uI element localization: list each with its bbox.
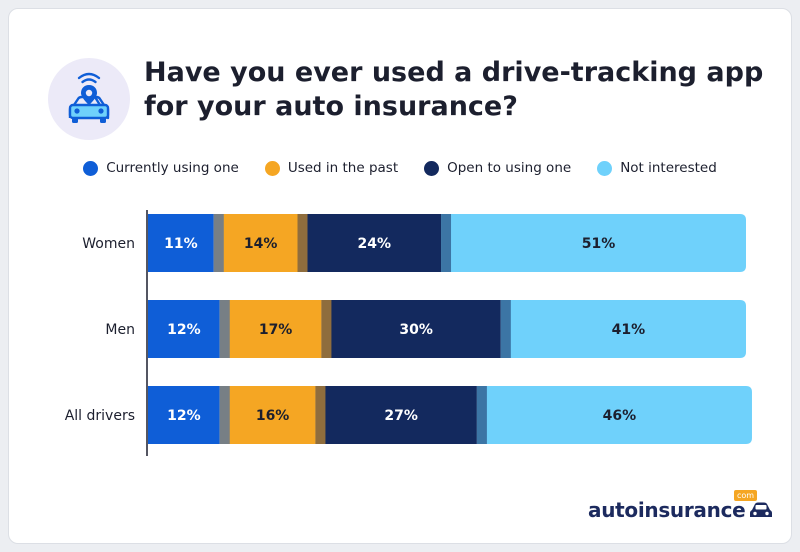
legend-label: Open to using one [447, 160, 572, 176]
data-label: 41% [612, 322, 646, 338]
bar-segment-transition [500, 300, 511, 358]
bar-segment-transition [219, 300, 230, 358]
legend-label: Not interested [620, 160, 717, 176]
legend-item-currently-using: Currently using one [83, 160, 239, 176]
data-label: 27% [384, 408, 418, 424]
legend-swatch [424, 160, 440, 176]
bar-segment [148, 386, 220, 444]
chart-title: Have you ever used a drive-tracking app … [144, 56, 784, 124]
legend-swatch [264, 160, 280, 176]
data-label: 46% [603, 408, 637, 424]
data-label: 16% [256, 408, 290, 424]
car-tracking-icon [48, 58, 130, 140]
bar-segment [148, 214, 214, 272]
bar-segment [476, 386, 752, 444]
bar-segment [213, 214, 298, 272]
data-label: 51% [582, 236, 616, 252]
data-label: 17% [259, 322, 293, 338]
legend-item-not-interested: Not interested [597, 160, 717, 176]
legend-swatch [597, 160, 613, 176]
bar-segment [148, 300, 220, 358]
bar-segment-transition [213, 214, 224, 272]
bar-segment [441, 214, 746, 272]
brand-name: autoinsurance [588, 498, 746, 522]
brand-logo: autoinsurance com [588, 490, 773, 522]
data-label: 24% [358, 236, 392, 252]
bar-segment [315, 386, 477, 444]
title-line-1: Have you ever used a drive-tracking app [144, 57, 764, 88]
data-label: 12% [167, 322, 201, 338]
category-label: Women [82, 236, 135, 252]
legend-label: Used in the past [287, 160, 399, 176]
bar-segment-transition [476, 386, 487, 444]
data-label: 12% [167, 408, 201, 424]
bar-segment-transition [441, 214, 452, 272]
chart-card [8, 8, 792, 544]
bar-segment-transition [219, 386, 230, 444]
bar-segment-transition [315, 386, 326, 444]
legend-item-open-to-using: Open to using one [424, 160, 571, 176]
bar-segment [297, 214, 442, 272]
brand-suffix: com [734, 490, 758, 501]
data-label: 30% [399, 322, 433, 338]
car-icon [750, 502, 773, 517]
bar-segment-transition [321, 300, 332, 358]
bar-segment [219, 386, 316, 444]
bar-segment [500, 300, 746, 358]
data-label: 14% [244, 236, 278, 252]
bar-segment-transition [297, 214, 308, 272]
legend-item-used-in-past: Used in the past [264, 160, 399, 176]
legend: Currently using one Used in the past Ope… [0, 160, 800, 176]
category-label: Men [105, 322, 135, 338]
data-label: 11% [164, 236, 198, 252]
category-label: All drivers [65, 408, 135, 424]
title-line-2: for your auto insurance? [144, 91, 518, 122]
bar-segment [219, 300, 322, 358]
bar-segment [321, 300, 501, 358]
legend-label: Currently using one [106, 160, 239, 176]
legend-swatch [83, 160, 99, 176]
